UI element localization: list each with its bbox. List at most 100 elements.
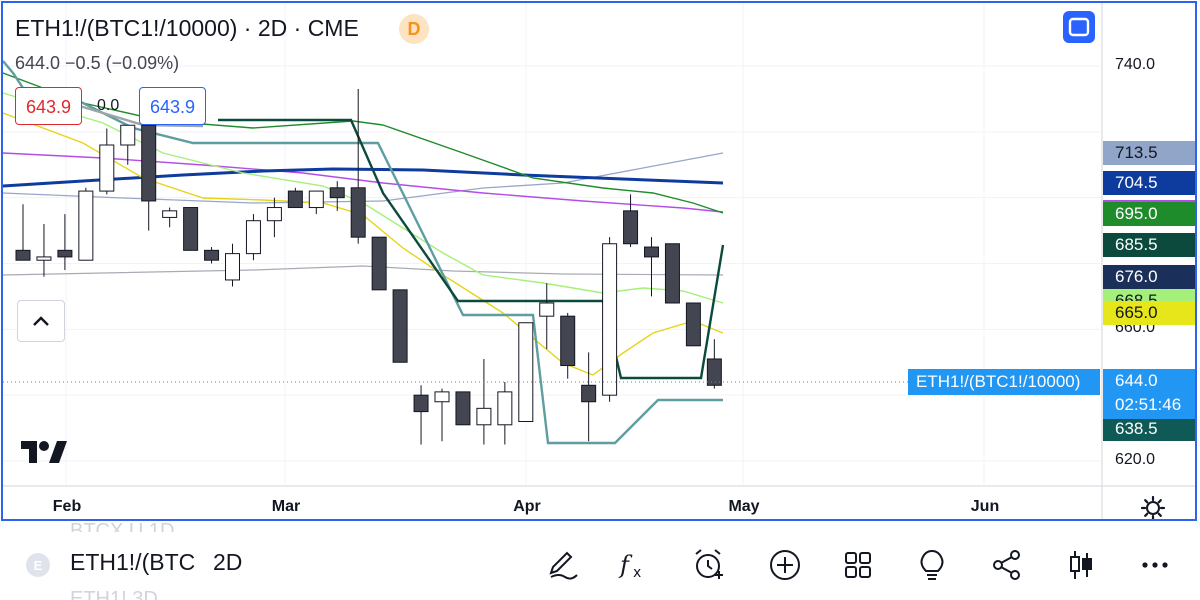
lightgreen-ma-line	[3, 92, 724, 304]
symbol-selector[interactable]: ETH1!/(BTC	[70, 549, 196, 575]
more-dots-button[interactable]	[1135, 545, 1175, 585]
candle-body	[560, 315, 576, 367]
fullscreen-button[interactable]	[1063, 11, 1095, 43]
candle	[581, 352, 597, 442]
drawing-pen-button[interactable]	[543, 545, 583, 585]
candle-body	[266, 207, 282, 222]
candle-body	[539, 302, 555, 317]
candle	[225, 243, 240, 287]
candle	[183, 207, 199, 251]
price-axis-label: 620.0	[1115, 451, 1156, 468]
share-icon	[993, 550, 1020, 580]
candle-body	[78, 190, 94, 261]
candle	[392, 289, 408, 363]
symbol-title[interactable]: ETH1!/(BTC1!/10000) · 2D · CME	[15, 15, 359, 41]
candle-body	[371, 236, 387, 291]
candle-body	[36, 256, 52, 261]
last-price-symbol-label: ETH1!/(BTC1!/10000)	[908, 369, 1100, 395]
candle-body	[15, 249, 31, 261]
add-plus-icon	[770, 550, 800, 580]
candle	[539, 283, 555, 350]
candle	[623, 194, 639, 248]
candle	[664, 243, 680, 304]
collapse-legend-button[interactable]	[17, 300, 65, 342]
watchlist-prev-item[interactable]: BTCX.U 1D	[70, 520, 175, 532]
candle	[350, 89, 366, 244]
time-axis-label: May	[728, 498, 760, 515]
layout-grid-button[interactable]	[838, 545, 878, 585]
interval-selector[interactable]: 2D	[213, 549, 243, 575]
candle	[141, 124, 157, 231]
navy-ma-line	[3, 167, 724, 188]
gray-ma-line	[3, 265, 724, 276]
candle-body	[245, 220, 261, 255]
indicator-value-tag: 676.0	[1103, 264, 1195, 289]
watchlist-next-item[interactable]: ETH1! 3D	[70, 588, 158, 600]
candle-body	[183, 207, 199, 251]
ideas-bulb-icon	[920, 549, 944, 580]
candle	[329, 181, 345, 211]
time-axis-label: Feb	[52, 498, 82, 515]
candle-body	[413, 394, 429, 413]
candle	[99, 128, 115, 195]
more-dots-icon	[1142, 562, 1168, 568]
candle-body	[623, 210, 639, 245]
chart-plot[interactable]	[3, 3, 1197, 521]
candle	[120, 124, 136, 165]
symbol-avatar: E	[26, 553, 50, 577]
candle	[36, 224, 52, 277]
chart-settings-button[interactable]	[1140, 495, 1166, 519]
add-plus-button[interactable]	[765, 545, 805, 585]
candle	[371, 236, 387, 291]
time-axis-label: Apr	[513, 498, 541, 515]
bar-countdown: 02:51:46	[1115, 395, 1182, 414]
candle-body	[141, 124, 157, 202]
candle-body	[706, 358, 722, 386]
time-axis-label: Mar	[271, 498, 301, 515]
candle	[434, 388, 450, 442]
candle-body	[57, 249, 73, 258]
svg-text:f: f	[618, 551, 633, 579]
candle-body	[99, 144, 115, 192]
candle	[308, 190, 324, 215]
candle	[455, 391, 471, 426]
candle-body	[329, 187, 345, 199]
candle-body	[392, 289, 408, 363]
delayed-data-badge[interactable]: D	[399, 14, 429, 44]
candle-body	[350, 187, 366, 238]
candle	[15, 204, 31, 261]
candle-body	[287, 190, 303, 209]
ohlc-change: 644.0 −0.5 (−0.09%)	[15, 53, 180, 73]
ideas-bulb-button[interactable]	[912, 545, 952, 585]
candle	[706, 339, 722, 389]
candle-body	[225, 253, 240, 281]
sell-price-button[interactable]: 643.9	[15, 87, 83, 125]
candle	[57, 214, 73, 271]
tradingview-logo-icon	[21, 441, 67, 463]
candle	[644, 237, 659, 297]
spread-value: 0.0	[97, 97, 120, 114]
candle	[476, 358, 492, 445]
candle	[602, 237, 618, 402]
drawing-pen-icon	[549, 551, 578, 580]
indicator-value-tag: 665.0	[1103, 300, 1195, 325]
share-button[interactable]	[987, 545, 1027, 585]
chart-frame[interactable]: ETH1!/(BTC1!/10000) · 2D · CME D 644.0 −…	[1, 1, 1197, 521]
svg-text:x: x	[633, 565, 641, 581]
candle-body	[162, 210, 178, 218]
candle-body	[685, 302, 701, 347]
chart-type-candles-button[interactable]	[1061, 545, 1101, 585]
candle	[266, 197, 282, 238]
candle-body	[120, 124, 136, 146]
price-axis-label: 740.0	[1115, 56, 1156, 73]
alert-clock-button[interactable]	[689, 545, 729, 585]
candle-body	[664, 243, 680, 304]
candle	[162, 207, 178, 228]
candle	[413, 385, 429, 445]
indicator-value-tag: 695.0	[1103, 202, 1195, 227]
buy-price-button[interactable]: 643.9	[139, 87, 207, 125]
purple-ma-line	[3, 152, 724, 213]
candle-body	[308, 190, 324, 209]
